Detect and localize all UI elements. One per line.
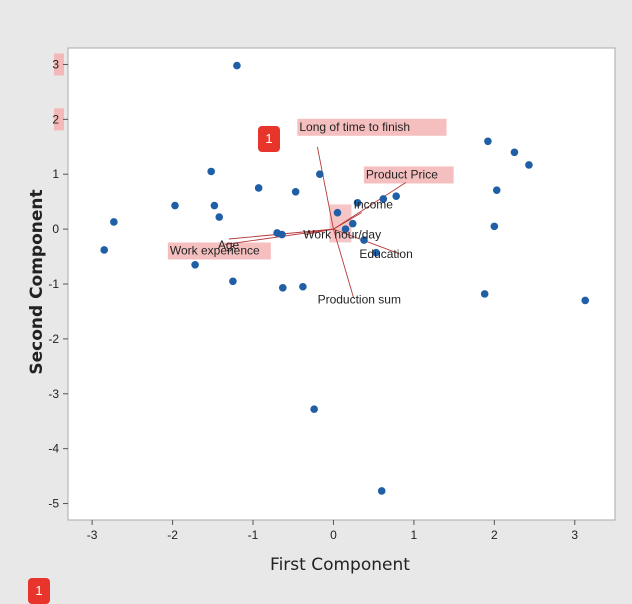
data-point — [278, 284, 287, 292]
data-point — [379, 195, 388, 203]
data-point — [310, 405, 318, 413]
data-point — [480, 290, 489, 298]
loading-vector — [333, 182, 407, 230]
data-point — [341, 225, 350, 233]
loading-vector — [316, 146, 334, 230]
annotation-highlight — [297, 118, 447, 136]
data-point — [210, 201, 219, 210]
annotation-highlight — [363, 166, 454, 184]
loading-label: Production sum — [318, 293, 401, 307]
loading-vector — [333, 228, 354, 298]
data-point — [510, 148, 519, 157]
point-layer — [100, 61, 590, 495]
data-point — [333, 208, 342, 217]
y-tick-label: -5 — [48, 497, 59, 511]
y-tick-label: 0 — [52, 222, 59, 236]
data-point — [484, 137, 492, 146]
data-point — [490, 222, 499, 231]
loading-label: Work hour/day — [303, 228, 381, 242]
data-point — [278, 230, 286, 239]
data-point — [299, 282, 307, 291]
data-point — [191, 260, 199, 269]
data-point — [360, 236, 368, 244]
y-tick-label: 3 — [52, 57, 59, 71]
data-point — [110, 218, 118, 226]
y-tick-label: -1 — [48, 277, 59, 291]
y-tick-label: -2 — [48, 332, 59, 346]
data-point — [377, 487, 386, 495]
data-point — [207, 167, 215, 176]
loading-label: Education — [359, 247, 412, 261]
axis-layer: -3 -2 -1 0 1 2 3 -5 -4 -3 -2 -1 0 1 2 3 — [48, 57, 578, 542]
x-tick-label: 1 — [411, 528, 418, 542]
x-tick-label: 2 — [491, 528, 498, 542]
marker-badge[interactable]: 1 — [258, 126, 280, 152]
data-point — [233, 61, 241, 70]
data-point — [229, 277, 237, 286]
data-point — [348, 219, 357, 228]
x-axis-title: First Component — [270, 555, 410, 575]
marker-badge[interactable]: 1 — [28, 578, 50, 604]
data-point — [492, 186, 501, 194]
y-tick-label: 2 — [52, 112, 59, 126]
x-tick-label: 3 — [571, 528, 578, 542]
x-tick-label: -2 — [167, 528, 178, 542]
loading-label: Income — [354, 198, 394, 212]
annotation-highlight — [167, 242, 271, 260]
data-point — [254, 184, 263, 192]
loading-label: Age — [218, 238, 240, 252]
x-tick-label: -1 — [248, 528, 259, 542]
loading-label-layer: Long of time to finish Product Price Incom… — [170, 120, 438, 307]
data-point — [291, 187, 300, 196]
loading-vector — [333, 212, 362, 230]
data-point — [581, 296, 590, 305]
loading-label: Product Price — [366, 167, 438, 181]
y-tick-label: -4 — [48, 442, 59, 456]
loading-label: Long of time to finish — [299, 120, 410, 134]
data-point — [315, 170, 324, 179]
y-tick-highlight — [54, 53, 64, 76]
y-axis-title: Second Component — [27, 189, 47, 374]
x-tick-label: -3 — [87, 528, 98, 542]
data-point — [215, 213, 224, 221]
y-tick-label: 1 — [52, 167, 59, 181]
y-tick-label: -3 — [48, 387, 59, 401]
data-point — [372, 248, 380, 257]
data-point — [100, 246, 108, 254]
data-point — [525, 161, 533, 169]
data-point — [171, 201, 179, 210]
data-point — [392, 192, 401, 200]
data-point — [353, 198, 362, 207]
y-tick-highlight — [54, 108, 64, 131]
loading-label: Work experience — [170, 243, 260, 257]
x-tick-label: 0 — [330, 528, 337, 542]
